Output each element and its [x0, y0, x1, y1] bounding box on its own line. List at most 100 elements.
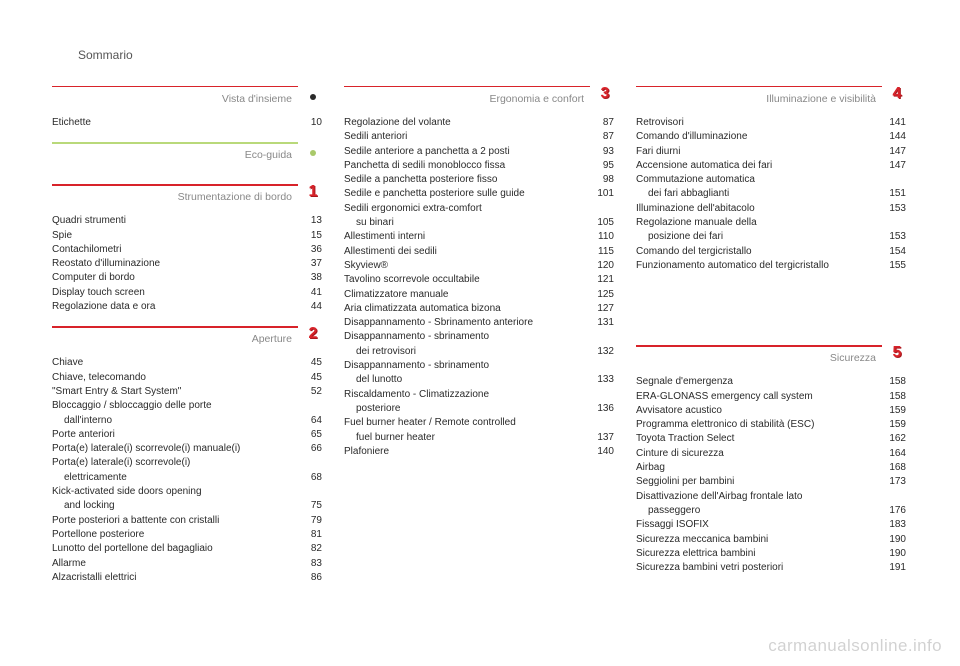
toc-entry: Spie15 — [52, 229, 322, 243]
entry-page: 87 — [588, 116, 614, 130]
toc-section: Illuminazione e visibilità4Retrovisori14… — [636, 86, 906, 273]
entry-page: 105 — [588, 216, 614, 230]
toc-section: Strumentazione di bordo 1 Quadri strumenti… — [52, 184, 322, 314]
entry-label: Riscaldamento - Climatizzazione — [344, 388, 588, 402]
toc-entry: fuel burner heater137 — [344, 431, 614, 445]
toc-entry: Regolazione data e ora44 — [52, 300, 322, 314]
toc-entry: Disappannamento - sbrinamento — [344, 359, 614, 373]
entry-page: 176 — [880, 504, 906, 518]
toc-entry: Quadri strumenti13 — [52, 214, 322, 228]
entry-label: Allestimenti dei sedili — [344, 245, 588, 259]
entry-label: Programma elettronico di stabilità (ESC) — [636, 418, 880, 432]
entry-page: 159 — [880, 404, 906, 418]
toc-entry: Lunotto del portellone del bagagliaio82 — [52, 542, 322, 556]
entry-page: 190 — [880, 533, 906, 547]
entry-page: 13 — [296, 214, 322, 228]
toc-entry: Alzacristalli elettrici86 — [52, 571, 322, 585]
toc-entry: del lunotto133 — [344, 373, 614, 387]
entry-page: 36 — [296, 243, 322, 257]
toc-entry: su binari105 — [344, 216, 614, 230]
toc-entry: Disattivazione dell'Airbag frontale lato — [636, 490, 906, 504]
toc-entry: Cinture di sicurezza164 — [636, 447, 906, 461]
entry-label: Commutazione automatica — [636, 173, 880, 187]
entry-label: Sedili anteriori — [344, 130, 588, 144]
entry-page: 95 — [588, 159, 614, 173]
entry-page: 83 — [296, 557, 322, 571]
entry-page: 52 — [296, 385, 322, 399]
entry-page: 147 — [880, 159, 906, 173]
entry-label: Panchetta di sedili monoblocco fissa — [344, 159, 588, 173]
entry-label: Plafoniere — [344, 445, 588, 459]
entry-page: 65 — [296, 428, 322, 442]
section-rule — [52, 326, 298, 327]
entry-page: 66 — [296, 442, 322, 456]
entry-page: 44 — [296, 300, 322, 314]
entry-label: Allestimenti interni — [344, 230, 588, 244]
toc-entry: Avvisatore acustico159 — [636, 404, 906, 418]
entry-label: passeggero — [636, 504, 880, 518]
toc-entry: Climatizzatore manuale125 — [344, 288, 614, 302]
entry-label: Fissaggi ISOFIX — [636, 518, 880, 532]
toc-entry: Sedili anteriori87 — [344, 130, 614, 144]
entry-page: 45 — [296, 356, 322, 370]
entry-label: Disappannamento - sbrinamento — [344, 330, 588, 344]
entry-label: Quadri strumenti — [52, 214, 296, 228]
toc-entry: Sedile a panchetta posteriore fisso98 — [344, 173, 614, 187]
entry-label: Aria climatizzata automatica bizona — [344, 302, 588, 316]
toc-entry: Chiave, telecomando45 — [52, 371, 322, 385]
toc-entry: Comando d'illuminazione144 — [636, 130, 906, 144]
entry-label: Computer di bordo — [52, 271, 296, 285]
section-number-badge: 5 — [886, 342, 908, 364]
entry-label: del lunotto — [344, 373, 588, 387]
entry-page: 15 — [296, 229, 322, 243]
section-title: Strumentazione di bordo — [178, 191, 292, 203]
entry-label: Sedile a panchetta posteriore fisso — [344, 173, 588, 187]
toc-entry: Retrovisori141 — [636, 116, 906, 130]
toc-entry: Plafoniere140 — [344, 445, 614, 459]
section-dot-badge — [302, 139, 324, 161]
entry-label: Etichette — [52, 116, 296, 130]
entry-page: 75 — [296, 499, 322, 513]
page-header: Sommario — [78, 48, 133, 62]
entry-label: Avvisatore acustico — [636, 404, 880, 418]
entry-label: and locking — [52, 499, 296, 513]
section-header: Vista d'insieme — [52, 86, 322, 114]
entry-label: Porta(e) laterale(i) scorrevole(i) manua… — [52, 442, 296, 456]
toc-entry: Etichette10 — [52, 116, 322, 130]
toc-entry: Funzionamento automatico del tergicrista… — [636, 259, 906, 273]
entry-label: Comando d'illuminazione — [636, 130, 880, 144]
entry-page: 136 — [588, 402, 614, 416]
toc-entry: posteriore136 — [344, 402, 614, 416]
entry-page: 153 — [880, 230, 906, 244]
toc-entry: Commutazione automatica — [636, 173, 906, 187]
entry-label: Sedile e panchetta posteriore sulle guid… — [344, 187, 588, 201]
entry-label: ERA-GLONASS emergency call system — [636, 390, 880, 404]
toc-section: Vista d'insieme Etichette10 — [52, 86, 322, 130]
dot-icon — [310, 94, 316, 100]
toc-entry: Comando del tergicristallo154 — [636, 245, 906, 259]
section-title: Ergonomia e confort — [489, 93, 584, 105]
entry-label: dei fari abbaglianti — [636, 187, 880, 201]
toc-entry: Porta(e) laterale(i) scorrevole(i) — [52, 456, 322, 470]
entry-label: Sicurezza elettrica bambini — [636, 547, 880, 561]
toc-entry: elettricamente68 — [52, 471, 322, 485]
entry-page: 168 — [880, 461, 906, 475]
section-entries: Etichette10 — [52, 116, 322, 130]
entry-label: Funzionamento automatico del tergicrista… — [636, 259, 880, 273]
entry-label: Fuel burner heater / Remote controlled — [344, 416, 588, 430]
entry-label: Tavolino scorrevole occultabile — [344, 273, 588, 287]
section-entries: Segnale d'emergenza158ERA-GLONASS emerge… — [636, 375, 906, 575]
entry-label: Illuminazione dell'abitacolo — [636, 202, 880, 216]
section-rule — [636, 86, 882, 87]
entry-label: posteriore — [344, 402, 588, 416]
toc-entry: ERA-GLONASS emergency call system158 — [636, 390, 906, 404]
entry-label: Allarme — [52, 557, 296, 571]
toc-entry: Programma elettronico di stabilità (ESC)… — [636, 418, 906, 432]
section-number-badge: 1 — [302, 181, 324, 203]
entry-label: Porta(e) laterale(i) scorrevole(i) — [52, 456, 296, 470]
toc-section: Aperture2Chiave45Chiave, telecomando45"S… — [52, 326, 322, 585]
section-title: Eco-guida — [245, 149, 292, 161]
section-number: 4 — [893, 85, 902, 103]
toc-entry: dall'interno64 — [52, 414, 322, 428]
entry-page: 10 — [296, 116, 322, 130]
